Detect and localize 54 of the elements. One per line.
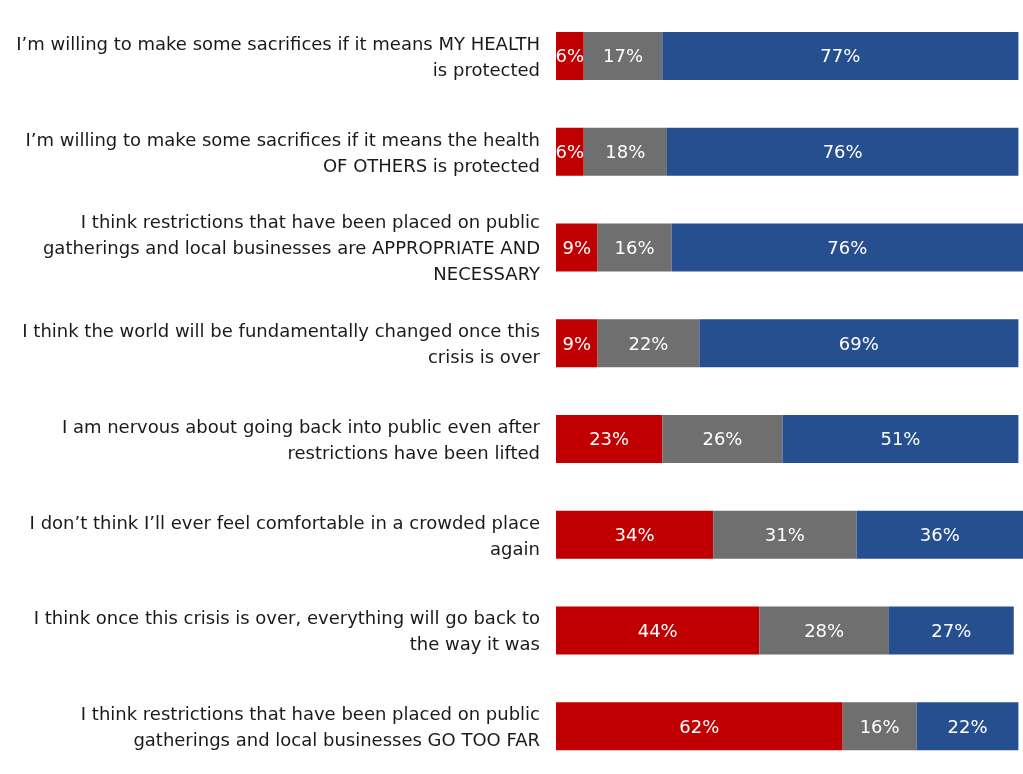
data-label: 17%	[603, 45, 644, 67]
data-label: 51%	[880, 428, 921, 450]
y-tick-label: I think restrictions that have been placed on public gatherings and local businesses GO TOO FAR	[80, 702, 540, 750]
bar	[842, 702, 917, 751]
bar	[759, 606, 889, 655]
data-label: 18%	[605, 141, 646, 163]
y-tick-label: I think once this crisis is over, everything will go back to the way it was	[33, 606, 540, 654]
bar	[699, 319, 1019, 368]
bar	[916, 702, 1019, 751]
data-label: 6%	[555, 141, 585, 163]
data-label: 77%	[820, 45, 861, 67]
data-label: 69%	[838, 332, 879, 354]
data-label: 44%	[637, 619, 678, 641]
bar	[556, 414, 663, 463]
data-label: 27%	[931, 619, 972, 641]
bar	[556, 319, 598, 368]
data-label: 22%	[947, 715, 988, 737]
bar	[583, 127, 667, 176]
bar	[556, 606, 760, 655]
bar	[782, 414, 1019, 463]
data-label: 23%	[589, 428, 630, 450]
bar	[556, 702, 843, 751]
bar	[556, 510, 714, 559]
bar	[666, 127, 1019, 176]
data-label: 9%	[562, 236, 592, 258]
data-label: 22%	[628, 332, 669, 354]
y-tick-label: I’m willing to make some sacrifices if it means the health OF OTHERS is protected	[25, 128, 540, 176]
data-label: 16%	[859, 715, 900, 737]
bar	[888, 606, 1014, 655]
data-label: 9%	[562, 332, 592, 354]
data-label: 6%	[555, 45, 585, 67]
y-tick-label: I am nervous about going back into public even after restrictions have been lifted	[61, 415, 541, 463]
data-label: 26%	[702, 428, 743, 450]
data-label: 28%	[804, 619, 845, 641]
y-tick-label: I don’t think I’ll ever feel comfortable in a crowded place again	[29, 511, 540, 559]
bar	[856, 510, 1023, 559]
bar	[583, 31, 663, 80]
bar	[662, 31, 1019, 80]
bar	[597, 319, 700, 368]
data-label: 34%	[614, 524, 655, 546]
bar	[556, 223, 598, 272]
data-label: 16%	[614, 236, 655, 258]
bar	[597, 223, 672, 272]
data-label: 36%	[919, 524, 960, 546]
bar	[713, 510, 857, 559]
data-label: 76%	[822, 141, 863, 163]
y-tick-label: I’m willing to make some sacrifices if it means MY HEALTH is protected	[16, 32, 540, 80]
data-label: 76%	[827, 236, 868, 258]
y-tick-label: I think restrictions that have been placed on public gatherings and local businesses are APPROPRIATE AND NECESSARY	[42, 210, 541, 284]
y-tick-label: I think the world will be fundamentally changed once this crisis is over	[22, 319, 541, 367]
data-label: 31%	[764, 524, 805, 546]
bar	[662, 414, 783, 463]
bar	[671, 223, 1023, 272]
data-label: 62%	[679, 715, 720, 737]
